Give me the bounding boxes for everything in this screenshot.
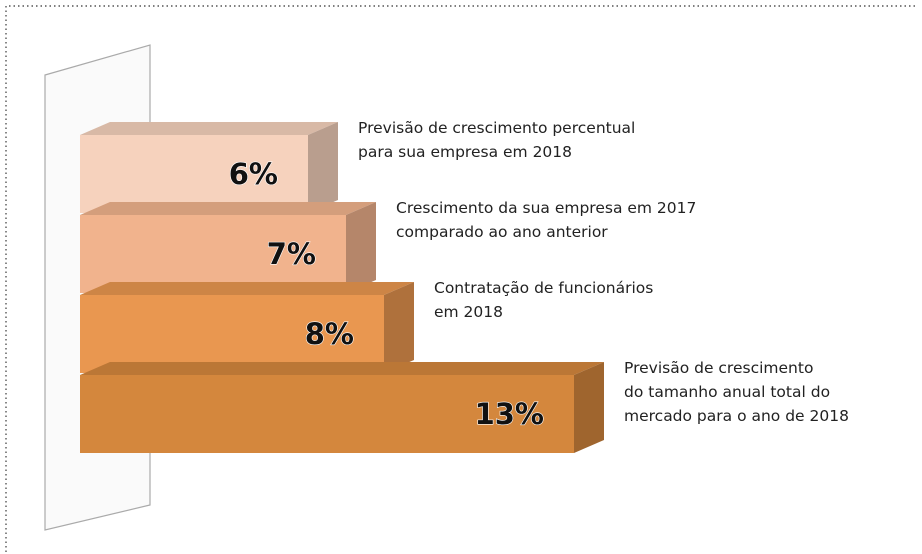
value-label: 7% bbox=[267, 237, 316, 271]
bar-top bbox=[80, 362, 604, 375]
category-label: mercado para o ano de 2018 bbox=[624, 407, 849, 425]
bar-top bbox=[80, 202, 376, 215]
bar bbox=[80, 135, 308, 213]
value-label: 8% bbox=[305, 317, 354, 351]
dotted-frame bbox=[5, 5, 916, 552]
bar-side bbox=[308, 122, 338, 213]
bar bbox=[80, 215, 346, 293]
bar bbox=[80, 375, 574, 453]
category-label: comparado ao ano anterior bbox=[396, 223, 608, 241]
category-label: Previsão de crescimento percentual bbox=[358, 119, 635, 137]
bar bbox=[80, 295, 384, 373]
category-label: em 2018 bbox=[434, 303, 503, 321]
bar-top bbox=[80, 282, 414, 295]
category-label: Previsão de crescimento bbox=[624, 359, 813, 377]
category-label: Crescimento da sua empresa em 2017 bbox=[396, 199, 696, 217]
bar-side bbox=[574, 362, 604, 453]
bar-top bbox=[80, 122, 338, 135]
category-label: Contratação de funcionários bbox=[434, 279, 653, 297]
category-label: do tamanho anual total do bbox=[624, 383, 830, 401]
bar-side bbox=[346, 202, 376, 293]
value-label: 6% bbox=[229, 157, 278, 191]
category-label: para sua empresa em 2018 bbox=[358, 143, 572, 161]
bar-side bbox=[384, 282, 414, 373]
value-label: 13% bbox=[475, 397, 544, 431]
